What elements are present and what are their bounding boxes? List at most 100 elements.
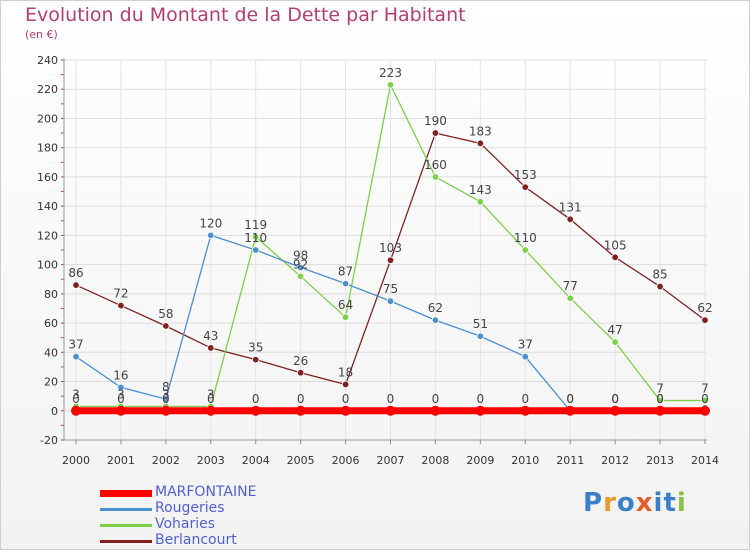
data-label: 72 (113, 287, 128, 301)
data-label: 0 (477, 392, 485, 406)
x-tick-label: 2003 (197, 454, 225, 467)
y-tick-label: 220 (37, 83, 58, 96)
data-point (611, 253, 619, 262)
x-tick-label: 2004 (242, 454, 270, 467)
data-point (117, 301, 125, 310)
x-tick-label: 2008 (421, 454, 449, 467)
x-tick-label: 2007 (377, 454, 405, 467)
data-point (520, 405, 531, 416)
data-label: 18 (338, 365, 353, 379)
data-point (72, 281, 80, 289)
data-label: 0 (72, 392, 80, 406)
data-label: 119 (244, 218, 267, 232)
data-point (385, 405, 396, 416)
logo-letter: x (635, 488, 654, 518)
data-label: 153 (514, 168, 537, 182)
legend-swatch (100, 524, 152, 527)
data-point (431, 129, 440, 137)
data-label: 47 (608, 323, 623, 337)
y-tick-label: 200 (37, 112, 58, 125)
data-label: 0 (701, 392, 709, 406)
x-tick-label: 2006 (332, 454, 360, 467)
data-label: 143 (469, 183, 492, 197)
data-label: 103 (379, 241, 402, 255)
y-tick-label: 60 (44, 317, 58, 330)
data-point (476, 198, 485, 206)
data-point (566, 215, 574, 224)
data-point (386, 297, 395, 305)
data-point (656, 396, 664, 405)
legend-label: Voharies (155, 516, 216, 532)
legend-swatch (100, 540, 152, 543)
y-tick-label: 160 (37, 171, 58, 184)
data-label: 3 (117, 387, 125, 401)
data-label: 0 (656, 392, 664, 406)
data-label: 0 (117, 392, 125, 406)
data-point (252, 233, 260, 241)
data-point (430, 405, 441, 416)
x-tick-label: 2012 (601, 454, 629, 467)
data-label: 0 (566, 392, 574, 406)
data-point (71, 405, 81, 416)
data-point (611, 338, 619, 346)
data-label: 75 (383, 282, 398, 296)
data-point (295, 405, 306, 416)
data-point (341, 279, 350, 288)
data-label: 43 (203, 329, 218, 343)
x-tick-label: 2010 (511, 454, 539, 467)
data-label: 37 (68, 338, 83, 352)
data-label: 0 (162, 392, 170, 406)
data-label: 86 (68, 266, 83, 280)
data-label: 37 (518, 338, 533, 352)
data-label: 16 (113, 368, 128, 382)
data-point (296, 263, 305, 272)
data-label: 58 (158, 307, 173, 321)
data-label: 62 (428, 301, 443, 315)
proxiti-logo: Proxiti (583, 488, 687, 518)
data-point (386, 256, 395, 264)
data-point (296, 369, 305, 377)
data-point (476, 332, 485, 340)
data-label: 0 (207, 392, 215, 406)
data-label: 98 (293, 249, 308, 263)
data-label: 0 (297, 392, 305, 406)
data-point (700, 405, 710, 416)
y-tick-label: 120 (37, 229, 58, 242)
data-point (72, 352, 80, 361)
data-label: 0 (611, 392, 619, 406)
data-point (476, 139, 485, 148)
y-tick-label: 140 (37, 200, 58, 213)
data-point (162, 395, 170, 403)
data-label: 7 (701, 382, 709, 396)
data-point (566, 294, 574, 302)
data-point (252, 246, 260, 254)
chart-subtitle: (en €) (25, 28, 58, 41)
legend-label: Berlancourt (155, 532, 237, 548)
data-label: 3 (72, 387, 80, 401)
x-tick-label: 2005 (287, 454, 315, 467)
data-label: 0 (432, 392, 440, 406)
data-label: 0 (521, 392, 529, 406)
logo-letter: P (583, 488, 604, 518)
data-point (207, 344, 215, 352)
data-point (386, 81, 395, 89)
data-label: 35 (248, 341, 263, 355)
logo-letter: r (603, 488, 617, 518)
data-label: 110 (514, 231, 537, 245)
y-tick-label: 240 (37, 54, 58, 67)
data-point (207, 231, 215, 240)
data-point (252, 355, 260, 364)
data-point (340, 405, 351, 416)
data-point (610, 405, 621, 416)
data-label: 190 (424, 114, 447, 128)
data-point (521, 246, 529, 254)
data-point (701, 396, 709, 405)
data-point (431, 173, 440, 181)
data-label: 0 (656, 392, 664, 406)
data-label: 3 (162, 387, 170, 401)
data-label: 87 (338, 265, 353, 279)
x-tick-label: 2001 (107, 454, 135, 467)
data-point (655, 405, 666, 416)
